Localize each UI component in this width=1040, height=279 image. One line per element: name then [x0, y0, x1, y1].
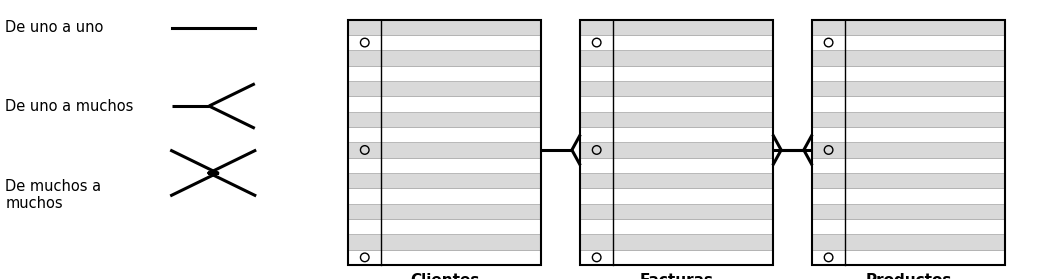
Bar [812, 81, 1005, 96]
Text: De muchos a
muchos: De muchos a muchos [5, 179, 101, 211]
Text: Clientes: Clientes [410, 273, 479, 279]
Bar [812, 173, 1005, 188]
Bar [348, 142, 541, 158]
Bar [580, 158, 773, 173]
Bar [580, 20, 773, 265]
Bar [348, 188, 541, 204]
Text: De uno a uno: De uno a uno [5, 20, 104, 35]
Bar [812, 20, 1005, 35]
Bar [812, 112, 1005, 127]
Bar [812, 204, 1005, 219]
Bar [348, 20, 541, 265]
Bar [580, 50, 773, 66]
Bar [348, 234, 541, 250]
Bar [812, 219, 1005, 234]
Bar [348, 250, 541, 265]
Bar [580, 142, 773, 158]
Bar [348, 173, 541, 188]
Bar [348, 50, 541, 66]
Bar [812, 35, 1005, 50]
Bar [580, 188, 773, 204]
Bar [580, 127, 773, 142]
Bar [812, 66, 1005, 81]
Bar [580, 219, 773, 234]
Bar [580, 250, 773, 265]
Bar [580, 96, 773, 112]
Bar [348, 112, 541, 127]
Text: Productos: Productos [865, 273, 952, 279]
Bar [580, 35, 773, 50]
Bar [580, 173, 773, 188]
Bar [348, 96, 541, 112]
Bar [348, 35, 541, 50]
Bar [348, 204, 541, 219]
Bar [580, 112, 773, 127]
Bar [812, 96, 1005, 112]
Bar [812, 158, 1005, 173]
Bar [580, 234, 773, 250]
Bar [812, 234, 1005, 250]
Bar [348, 127, 541, 142]
Bar [580, 20, 773, 35]
Bar [580, 81, 773, 96]
Bar [348, 20, 541, 35]
Bar [812, 142, 1005, 158]
Bar [348, 219, 541, 234]
Bar [348, 158, 541, 173]
Bar [348, 81, 541, 96]
Bar [812, 188, 1005, 204]
Text: Facturas: Facturas [640, 273, 713, 279]
Bar [812, 127, 1005, 142]
Bar [580, 204, 773, 219]
Bar [812, 20, 1005, 265]
Bar [580, 66, 773, 81]
Bar [812, 50, 1005, 66]
Bar [348, 66, 541, 81]
Text: De uno a muchos: De uno a muchos [5, 98, 133, 114]
Bar [812, 250, 1005, 265]
